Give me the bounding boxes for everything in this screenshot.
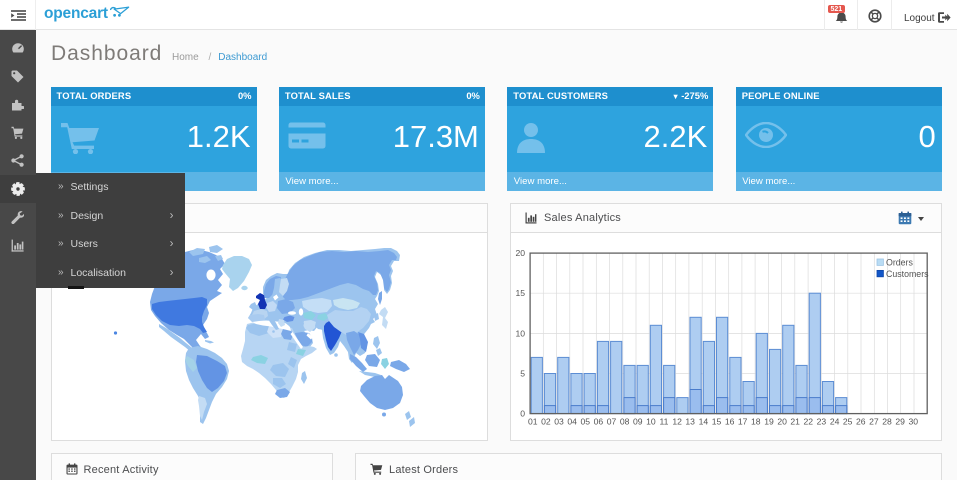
svg-text:20: 20 <box>777 417 787 427</box>
svg-text:Orders: Orders <box>886 257 913 267</box>
svg-text:07: 07 <box>607 417 617 427</box>
svg-text:12: 12 <box>672 417 682 427</box>
svg-text:27: 27 <box>869 417 879 427</box>
svg-text:10: 10 <box>646 417 656 427</box>
svg-text:Customers: Customers <box>886 269 929 279</box>
svg-text:28: 28 <box>882 417 892 427</box>
svg-text:03: 03 <box>554 417 564 427</box>
svg-text:10: 10 <box>515 328 525 338</box>
svg-text:06: 06 <box>594 417 604 427</box>
svg-text:18: 18 <box>751 417 761 427</box>
svg-text:04: 04 <box>567 417 577 427</box>
svg-text:21: 21 <box>790 417 800 427</box>
svg-text:26: 26 <box>856 417 866 427</box>
svg-text:01: 01 <box>528 417 538 427</box>
svg-text:11: 11 <box>660 417 669 427</box>
svg-text:25: 25 <box>843 417 853 427</box>
svg-text:09: 09 <box>633 417 643 427</box>
svg-text:22: 22 <box>804 417 814 427</box>
svg-text:23: 23 <box>817 417 827 427</box>
svg-text:15: 15 <box>515 288 525 298</box>
svg-text:29: 29 <box>895 417 905 427</box>
svg-text:13: 13 <box>685 417 695 427</box>
svg-text:0: 0 <box>520 409 525 419</box>
svg-text:14: 14 <box>699 417 709 427</box>
svg-text:5: 5 <box>520 369 525 379</box>
svg-text:02: 02 <box>541 417 551 427</box>
svg-text:16: 16 <box>725 417 735 427</box>
svg-text:30: 30 <box>909 417 919 427</box>
svg-text:17: 17 <box>738 417 748 427</box>
svg-text:24: 24 <box>830 417 840 427</box>
svg-text:05: 05 <box>581 417 591 427</box>
svg-text:19: 19 <box>764 417 774 427</box>
svg-text:20: 20 <box>515 248 525 258</box>
svg-text:15: 15 <box>712 417 722 427</box>
svg-text:08: 08 <box>620 417 630 427</box>
